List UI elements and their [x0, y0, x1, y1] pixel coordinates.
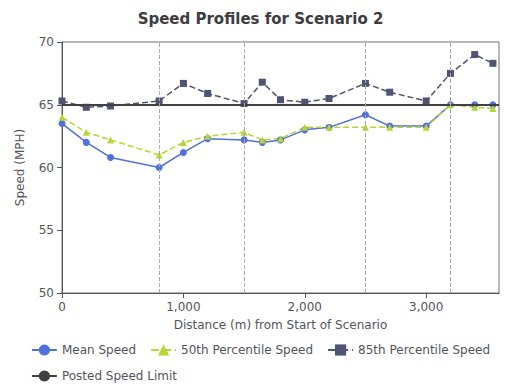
- svg-text:Posted Speed Limit: Posted Speed Limit: [62, 369, 177, 383]
- svg-text:0: 0: [58, 300, 66, 314]
- svg-text:Speed (MPH): Speed (MPH): [13, 129, 27, 206]
- svg-text:Distance (m) from Start of Sce: Distance (m) from Start of Scenario: [174, 318, 388, 332]
- svg-text:60: 60: [39, 161, 54, 175]
- svg-text:50: 50: [39, 286, 54, 300]
- svg-text:70: 70: [39, 35, 54, 49]
- svg-text:Speed Profiles for Scenario 2: Speed Profiles for Scenario 2: [138, 10, 384, 28]
- svg-text:2,000: 2,000: [288, 300, 322, 314]
- svg-text:50th Percentile Speed: 50th Percentile Speed: [181, 343, 313, 357]
- svg-text:65: 65: [39, 98, 54, 112]
- svg-text:85th Percentile Speed: 85th Percentile Speed: [358, 343, 490, 357]
- svg-text:1,000: 1,000: [166, 300, 200, 314]
- svg-text:Mean Speed: Mean Speed: [62, 343, 136, 357]
- svg-text:55: 55: [39, 223, 54, 237]
- svg-text:3,000: 3,000: [409, 300, 443, 314]
